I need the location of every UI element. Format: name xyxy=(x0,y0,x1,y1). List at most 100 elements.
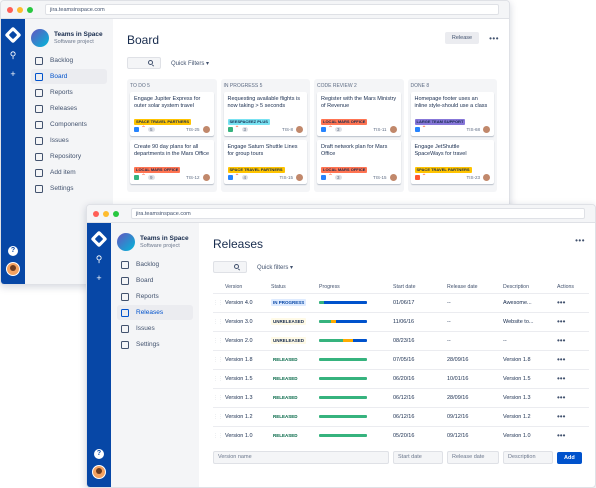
sidebar-item-releases[interactable]: Releases xyxy=(117,305,193,320)
releases-main: Releases ••• Quick filters ▾ Version Stat… xyxy=(199,223,595,487)
issue-card[interactable]: Engage Jupiter Express for outer solar s… xyxy=(130,92,214,136)
row-actions-icon[interactable]: ••• xyxy=(557,298,566,307)
drag-handle-icon[interactable]: ⋮⋮ xyxy=(213,337,223,344)
minimize-dot-icon[interactable] xyxy=(103,210,109,217)
releases-icon xyxy=(35,104,43,113)
column-header-description[interactable]: Description xyxy=(503,283,529,290)
start-date-input[interactable]: Start date xyxy=(393,451,443,464)
sidebar-item-repository[interactable]: Repository xyxy=(31,149,107,164)
sidebar-item-backlog[interactable]: Backlog xyxy=(31,53,107,68)
board-column: TO DO 5 Engage Jupiter Express for outer … xyxy=(127,79,217,192)
issue-card[interactable]: Draft network plan for Mars Office LOCAL … xyxy=(317,140,401,184)
row-actions-icon[interactable]: ••• xyxy=(557,355,566,364)
version-name[interactable]: Version 1.3 xyxy=(225,387,271,407)
project-type: Software project xyxy=(140,243,180,249)
sidebar-item-components[interactable]: Components xyxy=(31,117,107,132)
more-actions-icon[interactable]: ••• xyxy=(489,33,499,43)
sidebar-item-reports[interactable]: Reports xyxy=(31,85,107,100)
column-header-version[interactable]: Version xyxy=(225,283,243,290)
table-row[interactable]: ⋮⋮ Version 2.0 UNRELEASED 08/23/16 -- -- ••• xyxy=(213,330,589,350)
release-date-input[interactable]: Release date xyxy=(447,451,499,464)
drag-handle-icon[interactable]: ⋮⋮ xyxy=(213,356,223,363)
address-bar[interactable]: jira.teamsinspace.com xyxy=(45,4,499,15)
more-actions-icon[interactable]: ••• xyxy=(575,236,585,245)
drag-handle-icon[interactable]: ⋮⋮ xyxy=(213,394,223,401)
version-name[interactable]: Version 1.0 xyxy=(225,425,271,445)
sidebar-item-issues[interactable]: Issues xyxy=(117,321,193,336)
maximize-dot-icon[interactable] xyxy=(113,210,119,217)
issue-card[interactable]: Create 90 day plans for all departments … xyxy=(130,140,214,184)
project-header[interactable]: Teams in Space Software project xyxy=(31,29,107,47)
table-row[interactable]: ⋮⋮ Version 1.3 RELEASED 06/12/16 28/09/16 Ver… xyxy=(213,387,589,407)
sidebar-item-backlog[interactable]: Backlog xyxy=(117,257,193,272)
project-header[interactable]: Teams in Space Software project xyxy=(117,233,193,251)
jira-logo-icon[interactable] xyxy=(4,26,22,44)
version-name[interactable]: Version 1.8 xyxy=(225,349,271,369)
description-input[interactable]: Description xyxy=(503,451,553,464)
column-header-progress[interactable]: Progress xyxy=(319,283,340,290)
sidebar-item-settings[interactable]: Settings xyxy=(31,181,107,196)
close-dot-icon[interactable] xyxy=(93,210,99,217)
search-input[interactable] xyxy=(127,57,161,69)
issue-card[interactable]: Requesting available flights is now taki… xyxy=(223,92,307,136)
row-actions-icon[interactable]: ••• xyxy=(557,317,566,326)
release-button[interactable]: Release xyxy=(444,32,480,44)
quick-filters-dropdown[interactable]: Quick filters ▾ xyxy=(257,264,294,271)
column-header-status[interactable]: Status xyxy=(271,283,286,290)
drag-handle-icon[interactable]: ⋮⋮ xyxy=(213,318,223,325)
quick-filters-dropdown[interactable]: Quick Filters ▾ xyxy=(171,60,210,67)
search-icon[interactable]: ⚲ xyxy=(9,50,17,60)
issue-card[interactable]: Engage Saturn Shuttle Lines for group to… xyxy=(223,140,307,184)
sidebar-item-issues[interactable]: Issues xyxy=(31,133,107,148)
maximize-dot-icon[interactable] xyxy=(27,6,33,13)
column-header-start-date[interactable]: Start date xyxy=(393,283,416,290)
sidebar-item-board[interactable]: Board xyxy=(117,273,193,288)
jira-logo-icon[interactable] xyxy=(90,230,108,248)
drag-handle-icon[interactable]: ⋮⋮ xyxy=(213,375,223,382)
version-name[interactable]: Version 4.0 xyxy=(225,292,271,312)
user-avatar[interactable] xyxy=(92,465,106,479)
drag-handle-icon[interactable]: ⋮⋮ xyxy=(213,413,223,420)
sidebar-item-board[interactable]: Board xyxy=(31,69,107,84)
epic-label: LOCAL MARS OFFICE xyxy=(321,118,368,125)
version-name[interactable]: Version 2.0 xyxy=(225,330,271,350)
minimize-dot-icon[interactable] xyxy=(17,6,23,13)
issue-card[interactable]: Homepage footer uses an inline style-sho… xyxy=(410,92,494,136)
create-plus-icon[interactable]: + xyxy=(96,273,102,283)
sidebar-item-settings[interactable]: Settings xyxy=(117,337,193,352)
table-row[interactable]: ⋮⋮ Version 1.2 RELEASED 06/12/16 09/12/16 Ver… xyxy=(213,406,589,426)
help-icon[interactable]: ? xyxy=(94,449,104,459)
close-dot-icon[interactable] xyxy=(7,6,13,13)
issue-card[interactable]: Engage JetShuttle SpaceWays for travel SP… xyxy=(410,140,494,184)
issue-card[interactable]: Register with the Mars Ministry of Reven… xyxy=(317,92,401,136)
drag-handle-icon[interactable]: ⋮⋮ xyxy=(213,299,223,306)
help-icon[interactable]: ? xyxy=(8,246,18,256)
row-actions-icon[interactable]: ••• xyxy=(557,393,566,402)
add-version-button[interactable]: Add xyxy=(557,451,582,464)
table-row[interactable]: ⋮⋮ Version 1.8 RELEASED 07/05/16 28/09/16 Ver… xyxy=(213,349,589,369)
search-icon[interactable]: ⚲ xyxy=(95,254,103,264)
search-input[interactable] xyxy=(213,261,247,273)
table-row[interactable]: ⋮⋮ Version 4.0 IN PROGRESS 01/06/17 -- Awesom… xyxy=(213,292,589,312)
table-row[interactable]: ⋮⋮ Version 3.0 UNRELEASED 11/06/16 -- Website… xyxy=(213,311,589,331)
user-avatar[interactable] xyxy=(6,262,20,276)
address-bar[interactable]: jira.teamsinspace.com xyxy=(131,208,585,219)
row-actions-icon[interactable]: ••• xyxy=(557,374,566,383)
column-header-actions[interactable]: Actions xyxy=(557,283,575,290)
version-name[interactable]: Version 3.0 xyxy=(225,311,271,331)
drag-handle-icon[interactable]: ⋮⋮ xyxy=(213,432,223,439)
sidebar-item-add-item[interactable]: Add item xyxy=(31,165,107,180)
sidebar-item-reports[interactable]: Reports xyxy=(117,289,193,304)
issue-type-icon xyxy=(134,127,139,132)
row-actions-icon[interactable]: ••• xyxy=(557,336,566,345)
create-plus-icon[interactable]: + xyxy=(10,69,16,79)
column-header-release-date[interactable]: Release date xyxy=(447,283,478,290)
version-name[interactable]: Version 1.2 xyxy=(225,406,271,426)
row-actions-icon[interactable]: ••• xyxy=(557,431,566,441)
row-actions-icon[interactable]: ••• xyxy=(557,412,566,421)
version-name[interactable]: Version 1.5 xyxy=(225,368,271,388)
table-row[interactable]: ⋮⋮ Version 1.5 RELEASED 06/20/16 10/01/16 Ver… xyxy=(213,368,589,388)
version-name-input[interactable]: Version name xyxy=(213,451,389,464)
table-row[interactable]: ⋮⋮ Version 1.0 RELEASED 05/20/16 09/12/16 Ver… xyxy=(213,425,589,445)
sidebar-item-releases[interactable]: Releases xyxy=(31,101,107,116)
